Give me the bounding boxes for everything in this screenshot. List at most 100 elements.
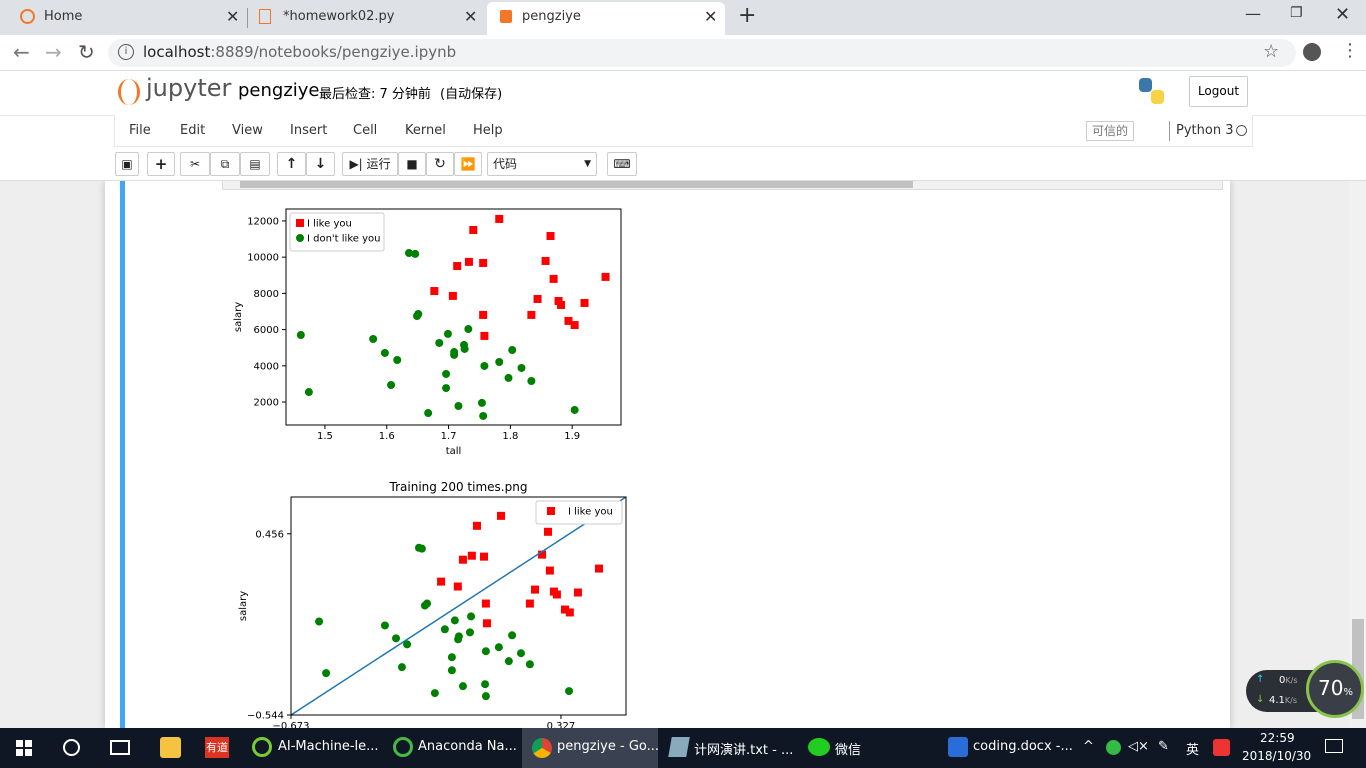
trusted-indicator[interactable]: 可信的 (1086, 121, 1134, 141)
tray-icon[interactable] (1106, 740, 1121, 755)
data-point (467, 612, 476, 621)
minimize[interactable]: — (1245, 4, 1261, 23)
reload-button[interactable]: ↻ (78, 40, 95, 64)
taskbar-item[interactable]: coding.docx -... (973, 739, 1073, 754)
close-window[interactable]: ✕ (1335, 4, 1351, 25)
data-point (387, 380, 396, 389)
jupyter-logo[interactable]: jupyter (146, 74, 232, 102)
tray-expand[interactable]: ^ (1083, 739, 1094, 754)
data-point (460, 344, 469, 353)
insert-cell-button[interactable]: + (147, 152, 175, 176)
taskbar-item[interactable]: AI-Machine-le... (278, 739, 379, 754)
python-logo (1139, 78, 1152, 92)
url-host: localhost (143, 43, 211, 61)
data-point (464, 325, 473, 334)
taskbar-item[interactable]: 计网演讲.txt - ... (694, 743, 794, 758)
data-point (545, 566, 554, 575)
data-point (440, 625, 449, 634)
menu-item[interactable]: Cell (353, 123, 378, 138)
download-value: 4.1 (1269, 695, 1285, 706)
task-view-button[interactable] (110, 740, 130, 755)
cut-button[interactable]: ✂ (180, 152, 210, 176)
tab-title[interactable]: pengziye (522, 9, 581, 24)
autosave: (自动保存) (440, 87, 503, 102)
forward-button[interactable]: → (45, 40, 62, 64)
clock-time[interactable]: 22:59 (1260, 731, 1295, 745)
menu-item[interactable]: Help (473, 123, 503, 138)
notebook-name[interactable]: pengziye (238, 80, 320, 101)
checkpoint: 最后检查: 7 分钟前 (319, 87, 431, 102)
data-point (504, 657, 513, 666)
legend-marker (296, 219, 304, 227)
data-point (430, 287, 439, 296)
logout-button[interactable]: Logout (1189, 76, 1248, 107)
data-point (296, 331, 305, 340)
taskbar-item[interactable]: Anaconda Na... (418, 739, 517, 754)
volume-icon[interactable]: ◁× (1128, 739, 1149, 754)
data-point (480, 331, 489, 340)
move-down-button[interactable]: ↓ (306, 152, 335, 176)
address-bar[interactable] (108, 39, 1296, 67)
menu-button[interactable]: ⋮ (1341, 40, 1359, 61)
percent-unit: % (1343, 687, 1353, 698)
copy-button[interactable]: ⧉ (210, 152, 240, 176)
search-button[interactable] (63, 739, 80, 756)
keyboard-button[interactable]: ⌨ (607, 152, 637, 176)
restart-button[interactable]: ↻ (426, 152, 454, 176)
cell-type-select[interactable]: 代码 ▼ (487, 152, 597, 176)
data-point (479, 310, 488, 319)
data-point (495, 214, 504, 223)
data-point (458, 555, 467, 564)
url-path: :8889/notebooks/pengziye.ipynb (210, 43, 457, 61)
menu-item[interactable]: Kernel (405, 123, 446, 138)
menu-item[interactable]: Edit (180, 123, 206, 138)
data-point (573, 588, 582, 597)
active-tab[interactable] (487, 2, 725, 35)
scrollbar-thumb[interactable] (240, 181, 913, 188)
page-scrollbar[interactable] (1350, 181, 1366, 728)
taskbar-item[interactable]: 微信 (835, 743, 862, 758)
clock-date[interactable]: 2018/10/30 (1242, 749, 1312, 763)
notifications-button[interactable] (1325, 739, 1343, 753)
run-all-button[interactable]: ⏩ (454, 152, 482, 176)
profile-icon[interactable] (1303, 43, 1321, 61)
data-point (527, 377, 536, 386)
menu-item[interactable]: Insert (290, 123, 328, 138)
data-point (469, 226, 478, 235)
data-point (448, 291, 457, 300)
y-tick-label: −0.544 (247, 711, 284, 722)
data-point (565, 687, 574, 696)
taskbar-item[interactable]: pengziye - Go... (557, 739, 660, 754)
menu-item[interactable]: View (232, 123, 263, 138)
tab-close[interactable]: ✕ (226, 7, 240, 26)
stop-button[interactable]: ■ (398, 152, 426, 176)
run-button[interactable]: ▶| 运行 (342, 152, 398, 176)
move-up-button[interactable]: ↑ (277, 152, 306, 176)
tab-close[interactable]: ✕ (704, 7, 718, 26)
menu-item[interactable]: File (129, 123, 151, 138)
save-button[interactable]: ▣ (115, 152, 139, 176)
ime-indicator[interactable]: 英 (1186, 743, 1200, 758)
back-button[interactable]: ← (13, 40, 30, 64)
app-icon (252, 737, 272, 757)
data-point (464, 257, 473, 266)
start-button[interactable] (16, 740, 32, 756)
tab-close[interactable]: ✕ (464, 7, 478, 26)
bookmark-star[interactable]: ☆ (1263, 41, 1280, 62)
maximize[interactable]: ❐ (1290, 5, 1303, 21)
pen-icon[interactable]: ✎ (1158, 739, 1169, 754)
x-tick-label: 1.9 (564, 431, 580, 442)
download-arrow: ↓ (1256, 694, 1265, 705)
info-icon[interactable]: i (118, 44, 134, 60)
tab-title[interactable]: *homework02.py (283, 9, 395, 24)
new-tab[interactable]: + (738, 3, 757, 28)
data-point (480, 361, 489, 370)
youdao-icon[interactable]: 有道 (205, 737, 229, 758)
data-point (541, 256, 550, 265)
tab-title[interactable]: Home (44, 9, 83, 24)
tray-icon[interactable] (1213, 739, 1230, 756)
paste-button[interactable]: ▤ (240, 152, 270, 176)
upload-value: 0 (1279, 675, 1286, 686)
app-icon[interactable] (160, 737, 181, 758)
data-point (447, 653, 456, 662)
